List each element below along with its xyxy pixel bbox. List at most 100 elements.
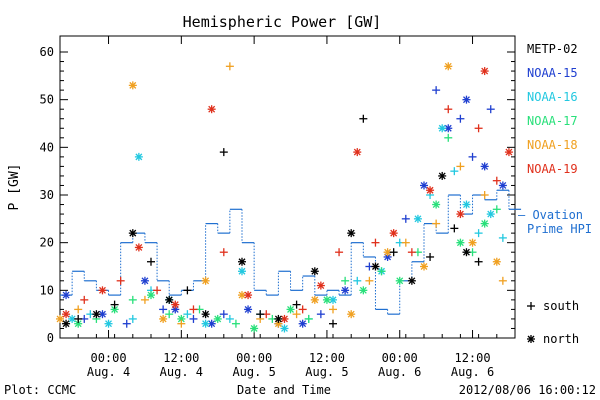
data-point-metp-02 [438,171,447,180]
data-point-metp-02 [426,252,435,261]
data-point-noaa-16 [486,210,495,219]
data-point-noaa-18 [401,238,410,247]
data-point-noaa-18 [329,305,337,314]
legend-south-marker [527,302,535,310]
data-point-metp-02 [474,257,483,266]
data-point-metp-02 [110,300,119,309]
data-point-metp-02 [128,229,137,238]
legend-south-label: south [543,299,579,313]
data-point-noaa-17 [128,295,137,304]
data-point-noaa-15 [480,162,489,171]
legend-model-label: – Ovation [518,208,583,222]
data-point-metp-02 [359,114,368,123]
data-point-noaa-15 [316,310,325,319]
data-point-noaa-17 [359,286,368,295]
data-point-noaa-15 [189,314,198,323]
data-point-noaa-15 [401,214,410,223]
data-point-noaa-19 [480,67,489,76]
data-point-noaa-16 [280,324,289,333]
x-tick-time: 00:00 [90,351,126,365]
data-point-noaa-17 [492,205,501,214]
data-point-noaa-19 [189,305,198,314]
data-point-noaa-15 [420,181,428,190]
data-point-noaa-18 [225,62,234,71]
data-point-noaa-19 [389,229,398,238]
data-point-noaa-17 [213,314,222,323]
data-point-noaa-15 [298,319,307,328]
data-point-metp-02 [256,310,265,319]
data-point-noaa-18 [177,319,186,328]
data-point-noaa-18 [444,62,453,71]
y-axis-label: P [GW] [7,164,22,211]
data-point-noaa-19 [407,248,416,257]
data-point-metp-02 [147,257,155,266]
data-point-noaa-19 [426,186,435,195]
data-point-noaa-15 [122,319,131,328]
data-point-metp-02 [371,262,380,271]
data-point-noaa-18 [201,276,210,285]
data-point-metp-02 [183,286,192,295]
data-point-noaa-19 [444,105,453,114]
chart-title: Hemispheric Power [GW] [183,13,382,31]
ovation-hpi-series [60,189,522,315]
data-point-metp-02 [450,224,459,233]
data-point-noaa-19 [219,248,228,257]
data-point-noaa-18 [420,262,428,271]
data-point-noaa-18 [492,257,501,266]
y-tick-label: 20 [40,236,54,250]
data-point-noaa-19 [62,310,71,319]
data-point-noaa-18 [498,276,507,285]
data-point-metp-02 [389,248,398,257]
data-point-noaa-15 [219,310,228,319]
data-point-noaa-16 [329,295,337,304]
data-point-metp-02 [74,314,83,323]
data-point-noaa-19 [504,148,513,157]
data-point-noaa-19 [98,286,107,295]
data-point-noaa-15 [341,286,350,295]
y-tick-label: 60 [40,45,54,59]
data-point-noaa-18 [468,238,477,247]
data-point-noaa-17 [231,319,240,328]
data-point-noaa-16 [134,152,143,161]
data-point-noaa-19 [116,276,125,285]
data-point-noaa-17 [377,267,386,276]
legend-north-marker [527,335,535,343]
data-point-noaa-16 [104,319,113,328]
data-point-noaa-18 [480,191,489,199]
x-tick-time: 00:00 [236,351,272,365]
x-tick-date: Aug. 4 [87,365,130,379]
data-point-noaa-16 [68,314,77,323]
data-point-metp-02 [62,319,71,328]
data-point-noaa-18 [383,248,392,257]
data-point-noaa-17 [110,305,119,314]
data-point-noaa-16 [413,214,422,223]
legend-entry: METP-02 [527,42,578,56]
x-tick-date: Aug. 6 [378,365,421,379]
data-point-metp-02 [274,314,283,323]
legend: METP-02 NOAA-15 NOAA-16 NOAA-17 NOAA-18 NOAA-… [518,42,592,346]
data-point-metp-02 [238,257,246,266]
data-point-noaa-19 [134,243,143,252]
data-point-noaa-17 [322,295,331,304]
x-tick-date: Aug. 5 [305,365,348,379]
data-point-noaa-16 [128,314,137,323]
data-point-noaa-16 [462,200,471,209]
data-point-noaa-19 [335,248,344,257]
y-tick-label: 50 [40,93,54,107]
data-point-noaa-15 [244,305,253,314]
data-point-noaa-19 [316,281,325,290]
data-point-metp-02 [201,310,210,319]
data-point-noaa-17 [432,200,441,209]
legend-entry: NOAA-16 [527,90,578,104]
data-point-noaa-15 [462,95,471,104]
plot-frame [59,35,516,339]
data-point-noaa-18 [140,295,149,304]
data-point-noaa-18 [310,295,319,304]
x-tick-date: Aug. 6 [451,365,494,379]
data-point-metp-02 [292,300,301,309]
data-point-noaa-16 [498,233,507,242]
data-point-noaa-15 [62,291,71,300]
data-point-noaa-17 [165,310,174,319]
data-point-noaa-17 [286,305,295,314]
